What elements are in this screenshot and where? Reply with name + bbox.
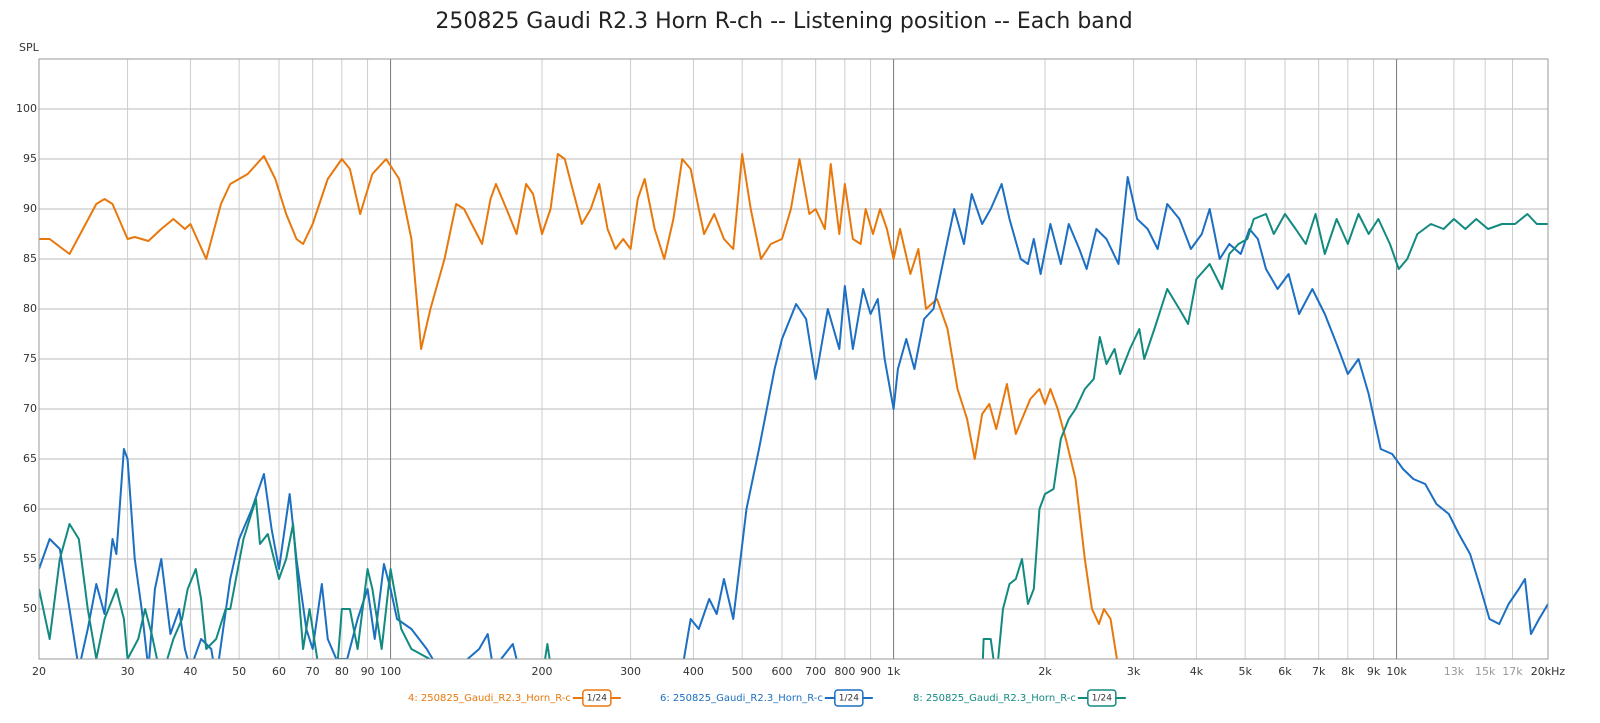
x-tick-label: 30 xyxy=(121,665,135,678)
y-tick-label: 90 xyxy=(23,202,37,215)
x-tick-label: 600 xyxy=(771,665,792,678)
x-tick-label: 8k xyxy=(1341,665,1355,678)
x-tick-label: 200 xyxy=(532,665,553,678)
x-tick-label: 100 xyxy=(380,665,401,678)
x-tick-label: 13k xyxy=(1444,665,1465,678)
x-tick-label: 60 xyxy=(272,665,286,678)
x-tick-label: 800 xyxy=(834,665,855,678)
legend-smoothing: 1/24 xyxy=(587,694,607,704)
x-tick-label: 6k xyxy=(1278,665,1292,678)
x-tick-label: 90 xyxy=(361,665,375,678)
x-tick-label: 1k xyxy=(887,665,901,678)
x-tick-label: 700 xyxy=(805,665,826,678)
x-tick-label: 5k xyxy=(1238,665,1252,678)
x-tick-label: 2k xyxy=(1038,665,1052,678)
y-tick-label: 85 xyxy=(23,252,37,265)
y-axis-label: SPL xyxy=(19,41,40,54)
x-tick-label: 70 xyxy=(306,665,320,678)
x-tick-label: 80 xyxy=(335,665,349,678)
legend-label: 8: 250825_Gaudi_R2.3_Horn_R-c xyxy=(913,693,1076,704)
series-line xyxy=(39,153,1118,659)
x-tick-label: 7k xyxy=(1312,665,1326,678)
x-tick-label: 300 xyxy=(620,665,641,678)
y-tick-label: 60 xyxy=(23,502,37,515)
y-tick-label: 55 xyxy=(23,552,37,565)
x-tick-label: 20kHz xyxy=(1531,665,1566,678)
plot-lines xyxy=(39,153,1548,659)
x-tick-label: 400 xyxy=(683,665,704,678)
plot-frame xyxy=(38,58,1549,660)
legend-smoothing: 1/24 xyxy=(1092,694,1112,704)
x-tick-label: 9k xyxy=(1367,665,1381,678)
y-tick-label: 50 xyxy=(23,602,37,615)
x-tick-label: 10k xyxy=(1386,665,1407,678)
y-tick-label: 95 xyxy=(23,152,37,165)
y-tick-label: 100 xyxy=(16,102,37,115)
x-tick-label: 4k xyxy=(1190,665,1204,678)
x-tick-label: 15k xyxy=(1475,665,1496,678)
x-tick-label: 500 xyxy=(732,665,753,678)
legend: 4: 250825_Gaudi_R2.3_Horn_R-c 1/24 6: 2508… xyxy=(408,689,1126,707)
series-line xyxy=(39,213,1548,659)
chart-title: 250825 Gaudi R2.3 Horn R-ch -- Listening… xyxy=(435,9,1132,34)
legend-smoothing: 1/24 xyxy=(839,694,859,704)
legend-label: 4: 250825_Gaudi_R2.3_Horn_R-c xyxy=(408,693,571,704)
x-tick-label: 17k xyxy=(1502,665,1523,678)
legend-label: 6: 250825_Gaudi_R2.3_Horn_R-c xyxy=(660,693,823,704)
y-tick-label: 70 xyxy=(23,402,37,415)
y-tick-label: 65 xyxy=(23,452,37,465)
x-tick-label: 40 xyxy=(183,665,197,678)
x-tick-label: 20 xyxy=(32,665,46,678)
x-tick-label: 900 xyxy=(860,665,881,678)
x-tick-label: 50 xyxy=(232,665,246,678)
x-tick-label: 3k xyxy=(1127,665,1141,678)
y-tick-label: 75 xyxy=(23,352,37,365)
grid xyxy=(38,59,1549,659)
series-line xyxy=(39,176,1548,659)
y-tick-label: 80 xyxy=(23,302,37,315)
